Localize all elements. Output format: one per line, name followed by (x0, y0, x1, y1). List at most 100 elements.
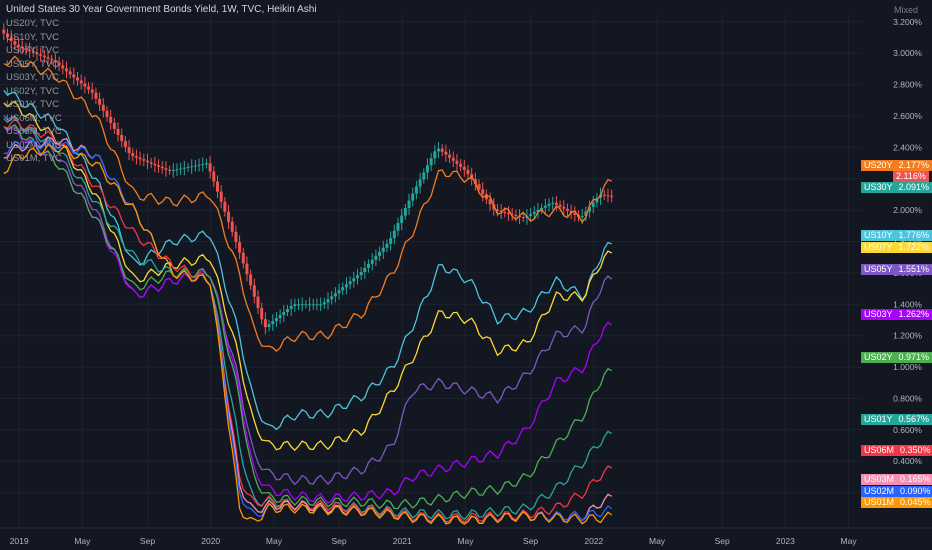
candle-body (385, 243, 389, 248)
candle-body (606, 195, 610, 197)
candle-body (241, 252, 245, 264)
legend-entry[interactable]: US03Y, TVC (6, 72, 59, 83)
candle-body (330, 296, 334, 300)
candle-body (260, 307, 264, 320)
candle-body (76, 77, 80, 81)
candle-body (359, 271, 363, 276)
price-tag-value: 2.091% (895, 182, 932, 193)
candle-body (462, 166, 466, 170)
candle-body (584, 211, 588, 217)
y-tick-label: 3.000% (893, 48, 922, 58)
candle-body (35, 52, 39, 55)
candle-body (484, 194, 488, 200)
legend-entry[interactable]: US03M, TVC (6, 126, 62, 137)
candle-body (252, 285, 256, 297)
candle-body (212, 171, 216, 182)
candle-body (31, 51, 35, 53)
legend-entry[interactable]: US01Y, TVC (6, 99, 59, 110)
candle-body (57, 62, 61, 66)
price-tag-value: 0.971% (895, 352, 932, 363)
legend-entry[interactable]: US05Y, TVC (6, 58, 59, 70)
candle-body (120, 134, 124, 141)
scale-mode-label[interactable]: Mixed (893, 5, 918, 15)
candle-body (190, 166, 194, 168)
legend-entry[interactable]: US06M, TVC (6, 112, 62, 124)
candle-body (488, 199, 492, 205)
candle-body (418, 179, 422, 187)
x-tick-label: 2022 (584, 536, 603, 546)
candle-body (602, 194, 606, 196)
candle-body (396, 223, 400, 231)
candle-body (168, 169, 172, 171)
price-tag-symbol: US06M (861, 445, 898, 456)
candle-body (149, 162, 153, 164)
y-tick-label: 0.800% (893, 393, 922, 403)
candle-body (337, 290, 341, 294)
candle-body (39, 54, 43, 56)
candle-body (72, 74, 76, 78)
candle-body (293, 304, 297, 306)
candle-body (355, 275, 359, 279)
y-tick-label: 2.800% (893, 80, 922, 90)
candle-body (451, 157, 455, 161)
candle-body (13, 41, 17, 45)
candle-body (50, 58, 54, 61)
candle-body (400, 215, 404, 224)
price-tag-us03y: US03Y 1.262% (861, 309, 932, 320)
line-series-group (3, 55, 613, 525)
candle-body (208, 163, 212, 172)
candle-body (503, 212, 507, 214)
price-tag-value: 2.177% (895, 160, 932, 171)
legend-entry[interactable]: US02M, TVC (6, 139, 62, 151)
candle-body (569, 210, 573, 213)
candle-body (547, 203, 551, 206)
candle-body (193, 165, 197, 167)
legend-entry[interactable]: US02Y, TVC (6, 85, 59, 97)
legend-entry[interactable]: US10Y, TVC (6, 31, 59, 43)
candle-body (499, 210, 503, 213)
candle-body (315, 304, 319, 306)
candle-body (134, 156, 138, 158)
candle-body (322, 302, 326, 305)
x-axis: 2019 May Sep 2020 May Sep 2021 May Sep 2022 May Sep… (0, 527, 932, 546)
candle-body (112, 122, 116, 129)
legend-entry[interactable]: US07Y, TVC (6, 45, 59, 56)
y-tick-label: 1.400% (893, 299, 922, 309)
price-tag-symbol: US03M (861, 474, 898, 485)
price-tag-us06m: US06M 0.350% (861, 445, 932, 456)
price-tag-us20y: US20Y 2.177% (861, 160, 932, 171)
candle-body (448, 154, 452, 158)
candle-body (53, 60, 57, 63)
candle-body (477, 184, 481, 190)
candle-body (94, 92, 98, 99)
legend-entry[interactable]: US20Y, TVC (6, 18, 59, 29)
candle-body (289, 305, 293, 310)
candle-body (197, 164, 201, 166)
x-tick-label: Sep (140, 536, 155, 546)
price-tag-value: 1.262% (895, 309, 932, 320)
candle-body (521, 217, 525, 219)
x-tick-label: May (266, 536, 283, 546)
price-tag-symbol: US10Y (861, 230, 896, 241)
price-tag-symbol: US07Y (861, 242, 896, 253)
y-tick-label: 1.200% (893, 331, 922, 341)
candle-body (411, 193, 415, 201)
candle-body (297, 304, 301, 306)
price-tag-us05y: US05Y 1.551% (861, 264, 932, 275)
candle-body (90, 89, 94, 93)
candle-body (536, 209, 540, 212)
candle-body (201, 163, 205, 165)
candle-body (543, 205, 547, 208)
candle-body (142, 159, 146, 161)
candle-body (333, 293, 337, 297)
x-tick-label: 2020 (201, 536, 220, 546)
candle-body (367, 263, 371, 268)
candle-body (285, 309, 289, 313)
candle-body (64, 68, 68, 72)
candle-body (123, 140, 127, 148)
legend-entry[interactable]: US01M, TVC (6, 153, 62, 164)
y-tick-label: 2.600% (893, 111, 922, 121)
candle-body (256, 296, 260, 308)
x-tick-label: 2021 (393, 536, 412, 546)
